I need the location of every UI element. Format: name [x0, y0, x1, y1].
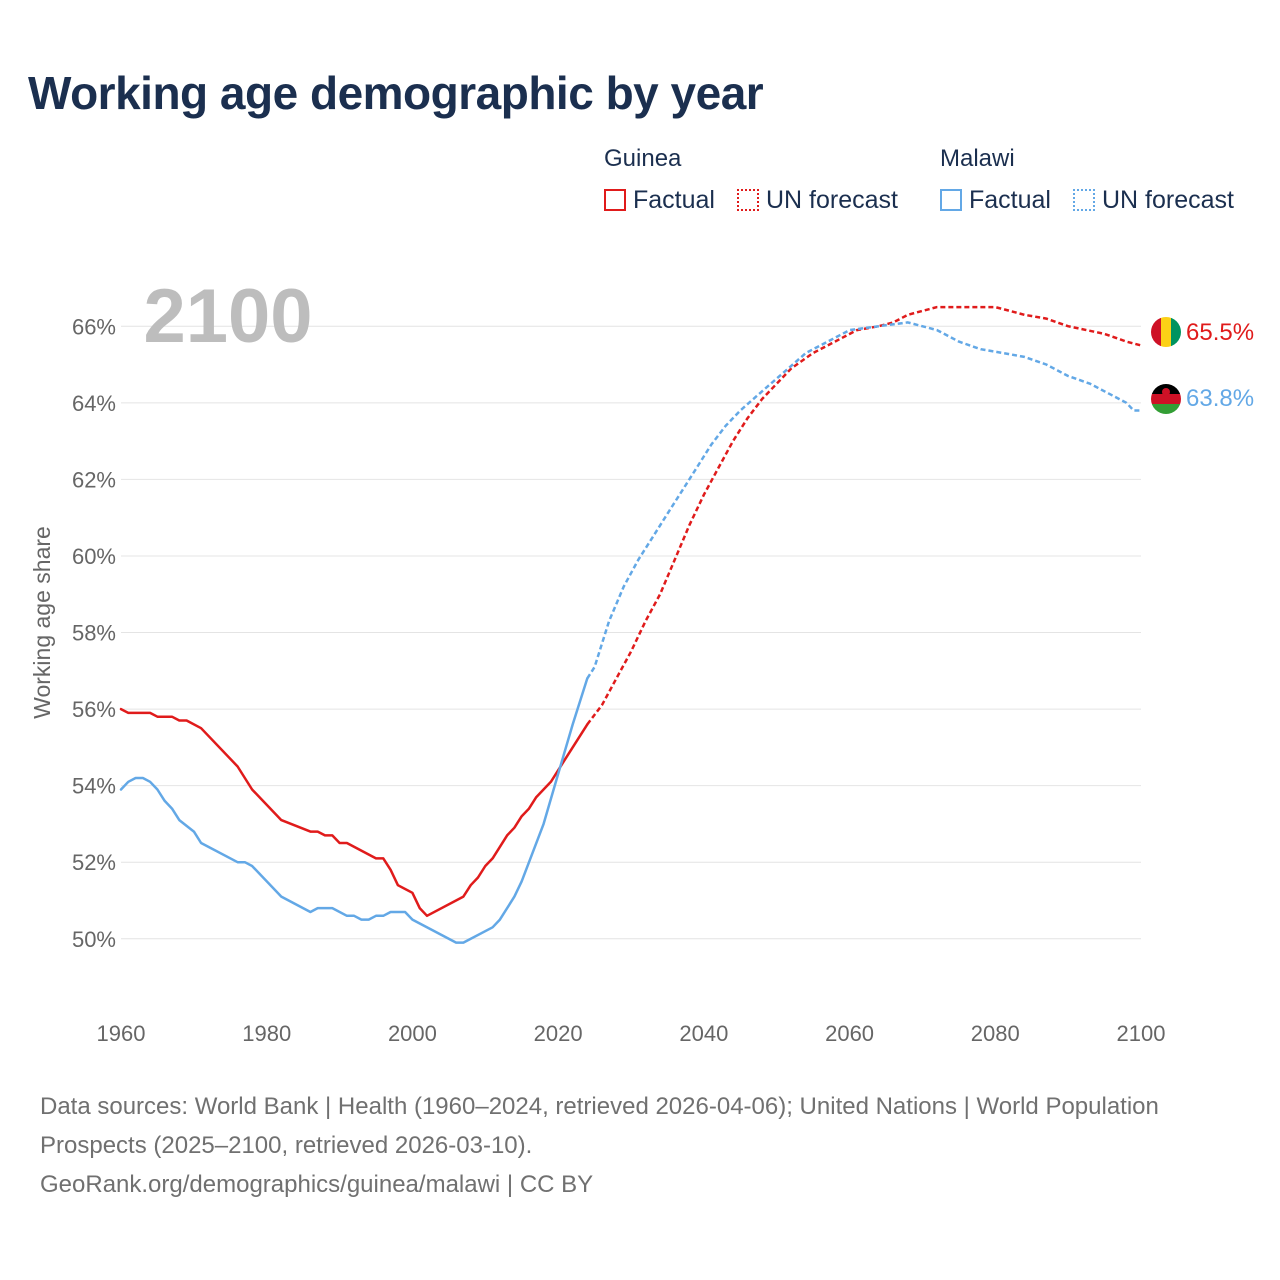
legend-solid-swatch-icon [604, 189, 626, 211]
data-sources: Data sources: World Bank | Health (1960–… [40, 1093, 1159, 1159]
x-tick-label: 2020 [534, 1021, 583, 1046]
x-tick-label: 1980 [242, 1021, 291, 1046]
y-tick-label: 50% [72, 927, 116, 952]
y-tick-label: 58% [72, 621, 116, 646]
y-tick-label: 52% [72, 850, 116, 875]
footer: Data sources: World Bank | Health (1960–… [40, 1087, 1200, 1204]
legend-malawi-factual-label: Factual [969, 185, 1051, 214]
x-tick-label: 2040 [679, 1021, 728, 1046]
x-tick-label: 2060 [825, 1021, 874, 1046]
legend-solid-swatch-icon [940, 189, 962, 211]
x-tick-label: 2080 [971, 1021, 1020, 1046]
legend-dotted-swatch-icon [1073, 189, 1095, 211]
y-tick-label: 66% [72, 314, 116, 339]
y-axis-label: Working age share [29, 526, 55, 719]
guinea-end-label: 65.5% [1186, 319, 1254, 346]
legend-malawi-forecast-label: UN forecast [1102, 185, 1234, 214]
legend-guinea-forecast-label: UN forecast [766, 185, 898, 214]
line-chart: 2100 50% 52% 54% 56% 58% 60% 62% 64% 66% 1960 1980… [29, 274, 1254, 1046]
legend-guinea-factual-label: Factual [633, 185, 715, 214]
malawi-forecast-line[interactable] [586, 321, 1141, 680]
year-watermark: 2100 [143, 274, 312, 359]
x-tick-label: 1960 [97, 1021, 146, 1046]
y-tick-label: 54% [72, 774, 116, 799]
legend-malawi-forecast[interactable]: UN forecast [1073, 186, 1234, 214]
x-tick-label: 2100 [1117, 1021, 1166, 1046]
guinea-flag-icon [1151, 317, 1181, 347]
legend-group-malawi: Malawi [940, 145, 1015, 172]
source-link[interactable]: GeoRank.org/demographics/guinea/malawi |… [40, 1171, 594, 1198]
x-tick-label: 2000 [388, 1021, 437, 1046]
legend-dotted-swatch-icon [737, 189, 759, 211]
y-tick-label: 60% [72, 544, 116, 569]
malawi-end-label: 63.8% [1186, 385, 1254, 412]
malawi-factual-line[interactable] [119, 677, 589, 944]
chart-title: Working age demographic by year [28, 67, 764, 119]
y-tick-label: 62% [72, 467, 116, 492]
legend-guinea-forecast[interactable]: UN forecast [737, 186, 898, 214]
legend-malawi-factual[interactable]: Factual [940, 186, 1051, 214]
legend-group-guinea: Guinea [604, 145, 682, 172]
guinea-factual-line[interactable] [119, 707, 589, 918]
legend-guinea-factual[interactable]: Factual [604, 186, 715, 214]
y-tick-label: 64% [72, 391, 116, 416]
malawi-flag-icon [1151, 384, 1181, 414]
y-tick-label: 56% [72, 697, 116, 722]
